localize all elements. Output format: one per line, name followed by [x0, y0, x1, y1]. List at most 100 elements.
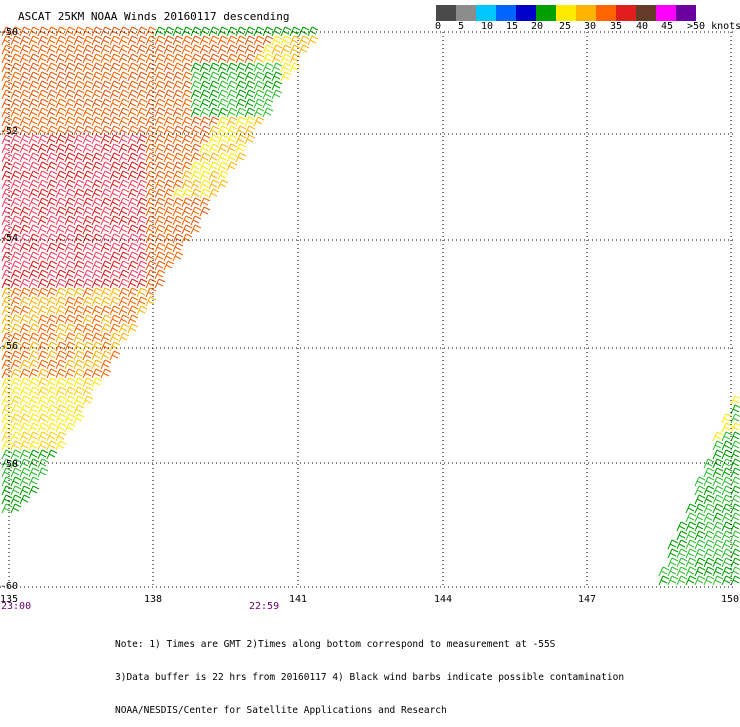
- wind-barb: [730, 557, 740, 568]
- wind-barb: [46, 314, 58, 325]
- wind-barb: [10, 251, 22, 262]
- wind-barb: [109, 224, 121, 235]
- wind-barb: [100, 143, 112, 154]
- wind-barb: [217, 71, 229, 82]
- wind-barb: [91, 179, 103, 190]
- wind-barb: [19, 161, 31, 172]
- wind-barb: [208, 89, 220, 100]
- wind-barb: [694, 548, 706, 559]
- wind-barb: [28, 368, 40, 379]
- wind-barb: [82, 242, 94, 253]
- wind-barb: [73, 125, 85, 136]
- wind-barb: [1, 395, 13, 406]
- wind-barb: [109, 188, 121, 199]
- wind-barb: [100, 89, 112, 100]
- wind-barb: [163, 260, 175, 271]
- wind-barb: [145, 89, 157, 100]
- wind-barb: [145, 278, 157, 289]
- wind-barb: [1, 377, 13, 388]
- wind-barb: [703, 503, 715, 514]
- wind-barb: [28, 305, 40, 316]
- wind-barb: [28, 422, 40, 433]
- wind-barb: [91, 350, 103, 361]
- wind-barb: [145, 143, 157, 154]
- wind-barb: [55, 305, 67, 316]
- wind-barb: [91, 143, 103, 154]
- wind-barb: [100, 125, 112, 136]
- wind-barb: [37, 179, 49, 190]
- wind-barb: [127, 224, 139, 235]
- wind-barb: [1, 314, 13, 325]
- wind-barb: [1, 323, 13, 334]
- wind-barb: [226, 80, 238, 91]
- wind-barb: [730, 512, 740, 523]
- wind-barb: [37, 359, 49, 370]
- wind-barb: [235, 62, 247, 73]
- wind-barb: [46, 260, 58, 271]
- wind-barb: [1, 413, 13, 424]
- wind-barb: [19, 224, 31, 235]
- wind-barb: [64, 305, 76, 316]
- wind-barb: [109, 197, 121, 208]
- wind-barb: [10, 143, 22, 154]
- wind-barb: [721, 494, 733, 505]
- wind-barb: [1, 431, 13, 442]
- wind-barb: [703, 557, 715, 568]
- wind-barb: [10, 467, 22, 478]
- wind-barb: [19, 476, 31, 487]
- wind-barb: [28, 404, 40, 415]
- wind-barb: [730, 530, 740, 541]
- wind-barb: [136, 143, 148, 154]
- wind-barb: [37, 80, 49, 91]
- wind-barb: [37, 170, 49, 181]
- legend-label: >50 knots: [687, 21, 740, 32]
- wind-barb: [127, 98, 139, 109]
- wind-barb: [127, 44, 139, 55]
- legend-label: 25: [559, 21, 572, 32]
- wind-barb: [145, 44, 157, 55]
- wind-barb: [37, 233, 49, 244]
- wind-barb: [721, 431, 733, 442]
- wind-barb: [37, 44, 49, 55]
- wind-barb: [37, 467, 49, 478]
- wind-barb: [10, 206, 22, 217]
- wind-barb: [37, 206, 49, 217]
- wind-barb: [73, 251, 85, 262]
- wind-barb: [91, 206, 103, 217]
- wind-barb: [10, 377, 22, 388]
- wind-barb: [64, 368, 76, 379]
- wind-barb: [145, 35, 157, 46]
- wind-barb: [28, 62, 40, 73]
- wind-barb: [28, 170, 40, 181]
- wind-barb: [91, 188, 103, 199]
- wind-barb: [676, 557, 688, 568]
- wind-barb: [712, 476, 724, 487]
- wind-barb: [91, 323, 103, 334]
- wind-barb: [217, 35, 229, 46]
- wind-barb: [91, 296, 103, 307]
- wind-barb: [10, 71, 22, 82]
- wind-barb: [244, 71, 256, 82]
- wind-barb: [19, 332, 31, 343]
- wind-barb: [145, 53, 157, 64]
- wind-barb: [118, 107, 130, 118]
- wind-barb: [64, 35, 76, 46]
- wind-barb: [109, 323, 121, 334]
- wind-barb: [190, 80, 202, 91]
- wind-barb: [676, 548, 688, 559]
- wind-barb: [127, 53, 139, 64]
- wind-barb: [109, 215, 121, 226]
- wind-barb: [91, 305, 103, 316]
- wind-barb: [163, 98, 175, 109]
- wind-barb: [82, 260, 94, 271]
- wind-barb: [109, 98, 121, 109]
- wind-barb: [19, 143, 31, 154]
- wind-barb: [712, 566, 724, 577]
- wind-barb: [721, 485, 733, 496]
- wind-barb: [190, 125, 202, 136]
- wind-barb: [1, 386, 13, 397]
- lat-label: -52: [0, 126, 19, 137]
- wind-barb: [1, 494, 13, 505]
- wind-barb: [55, 431, 67, 442]
- wind-barb: [163, 251, 175, 262]
